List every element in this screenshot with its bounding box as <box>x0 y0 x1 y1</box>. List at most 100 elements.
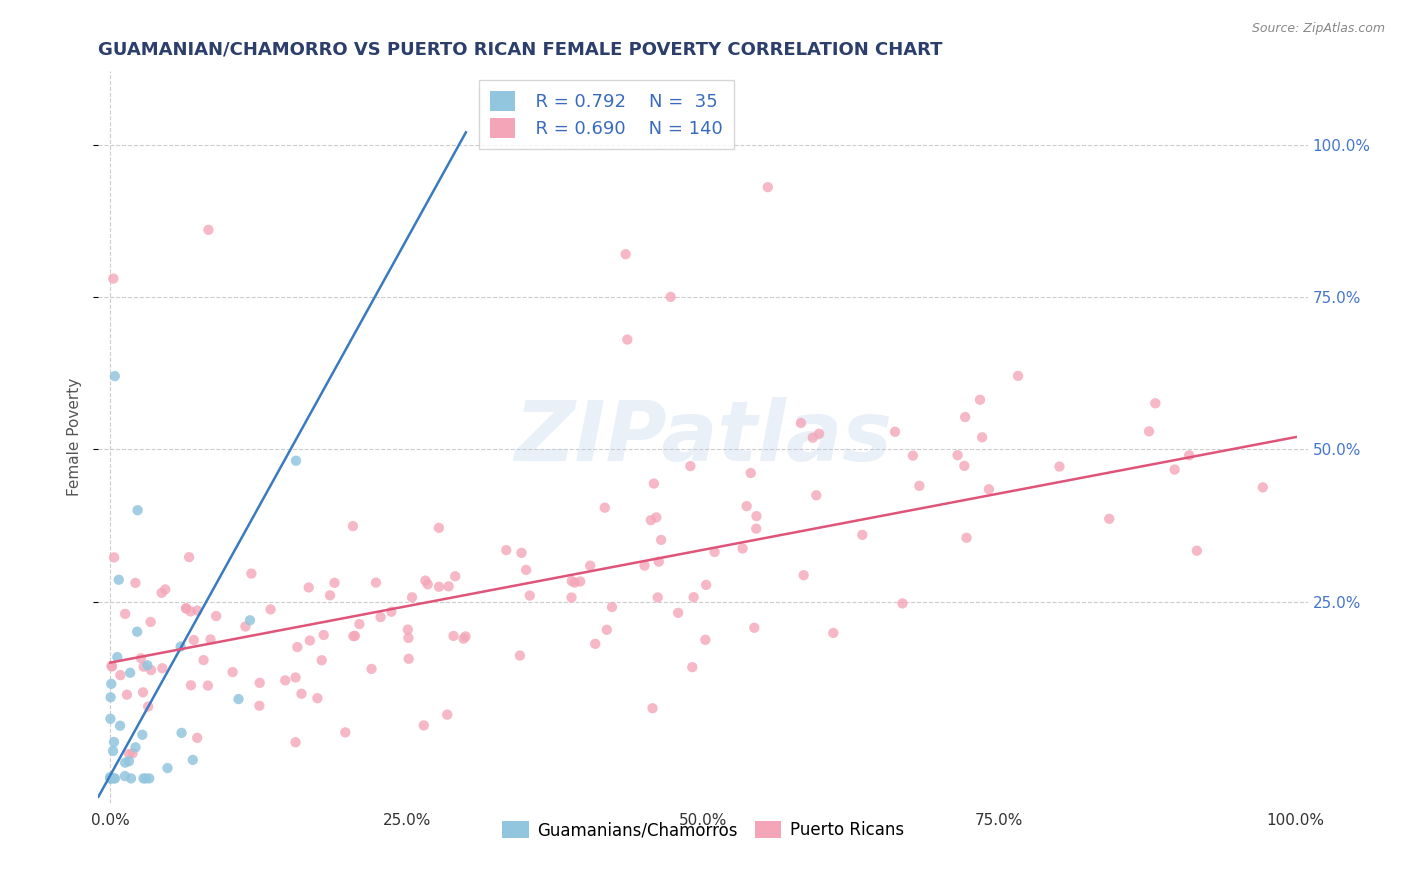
Point <box>100 772 122 786</box>
Point <box>731 541 754 556</box>
Point <box>101 659 124 673</box>
Point <box>515 563 537 577</box>
Point <box>105 650 128 665</box>
Point <box>793 568 815 582</box>
Point <box>100 712 122 726</box>
Point <box>101 744 124 758</box>
Point <box>127 624 149 639</box>
Point <box>342 629 364 643</box>
Point <box>681 660 703 674</box>
Point <box>415 574 437 588</box>
Point <box>193 653 215 667</box>
Point <box>174 601 197 615</box>
Point <box>396 631 419 645</box>
Point <box>360 662 382 676</box>
Point <box>114 607 136 621</box>
Point <box>100 659 122 673</box>
Point <box>319 588 342 602</box>
Point <box>343 629 366 643</box>
Point <box>633 558 655 573</box>
Point <box>127 503 149 517</box>
Point <box>121 747 143 761</box>
Point <box>1178 448 1201 462</box>
Point <box>740 466 762 480</box>
Point <box>659 290 682 304</box>
Point <box>138 772 160 786</box>
Point <box>132 659 155 673</box>
Point <box>197 223 219 237</box>
Point <box>443 629 465 643</box>
Point <box>801 431 824 445</box>
Point <box>311 653 333 667</box>
Point <box>745 509 768 524</box>
Point <box>181 753 204 767</box>
Point <box>197 679 219 693</box>
Point <box>307 691 329 706</box>
Point <box>135 772 157 786</box>
Point <box>695 632 717 647</box>
Point <box>110 668 132 682</box>
Point <box>682 590 704 604</box>
Point <box>100 677 122 691</box>
Point <box>114 769 136 783</box>
Legend: Guamanians/Chamorros, Puerto Ricans: Guamanians/Chamorros, Puerto Ricans <box>496 814 910 846</box>
Point <box>398 652 420 666</box>
Point <box>1137 425 1160 439</box>
Point <box>953 410 976 425</box>
Point <box>641 701 664 715</box>
Point <box>240 566 263 581</box>
Point <box>745 522 768 536</box>
Point <box>100 772 122 786</box>
Point <box>564 575 586 590</box>
Point <box>519 589 541 603</box>
Point <box>249 676 271 690</box>
Point <box>98 772 121 786</box>
Point <box>104 369 127 384</box>
Point <box>614 247 637 261</box>
Point <box>259 602 281 616</box>
Point <box>349 617 371 632</box>
Point <box>156 761 179 775</box>
Point <box>183 633 205 648</box>
Y-axis label: Female Poverty: Female Poverty <box>66 378 82 496</box>
Point <box>1251 480 1274 494</box>
Point <box>132 772 155 786</box>
Point <box>509 648 531 663</box>
Point <box>247 698 270 713</box>
Point <box>679 459 702 474</box>
Point <box>169 640 191 654</box>
Point <box>155 582 177 597</box>
Point <box>114 756 136 770</box>
Point <box>444 569 467 583</box>
Point <box>284 671 307 685</box>
Point <box>221 665 243 679</box>
Point <box>643 476 665 491</box>
Point <box>703 545 725 559</box>
Point <box>284 735 307 749</box>
Point <box>118 747 141 761</box>
Point <box>235 619 257 633</box>
Point <box>104 772 127 786</box>
Point <box>1163 462 1185 476</box>
Point <box>186 604 208 618</box>
Point <box>285 453 308 467</box>
Point <box>129 651 152 665</box>
Point <box>560 591 582 605</box>
Point <box>401 591 423 605</box>
Point <box>200 632 222 647</box>
Point <box>908 479 931 493</box>
Point <box>98 770 121 784</box>
Point <box>100 690 122 705</box>
Point <box>416 577 439 591</box>
Point <box>174 601 197 615</box>
Point <box>891 596 914 610</box>
Point <box>108 719 131 733</box>
Point <box>120 665 142 680</box>
Point <box>335 725 357 739</box>
Point <box>972 430 994 444</box>
Point <box>290 687 312 701</box>
Point <box>645 510 668 524</box>
Point <box>124 740 146 755</box>
Point <box>136 699 159 714</box>
Point <box>955 531 977 545</box>
